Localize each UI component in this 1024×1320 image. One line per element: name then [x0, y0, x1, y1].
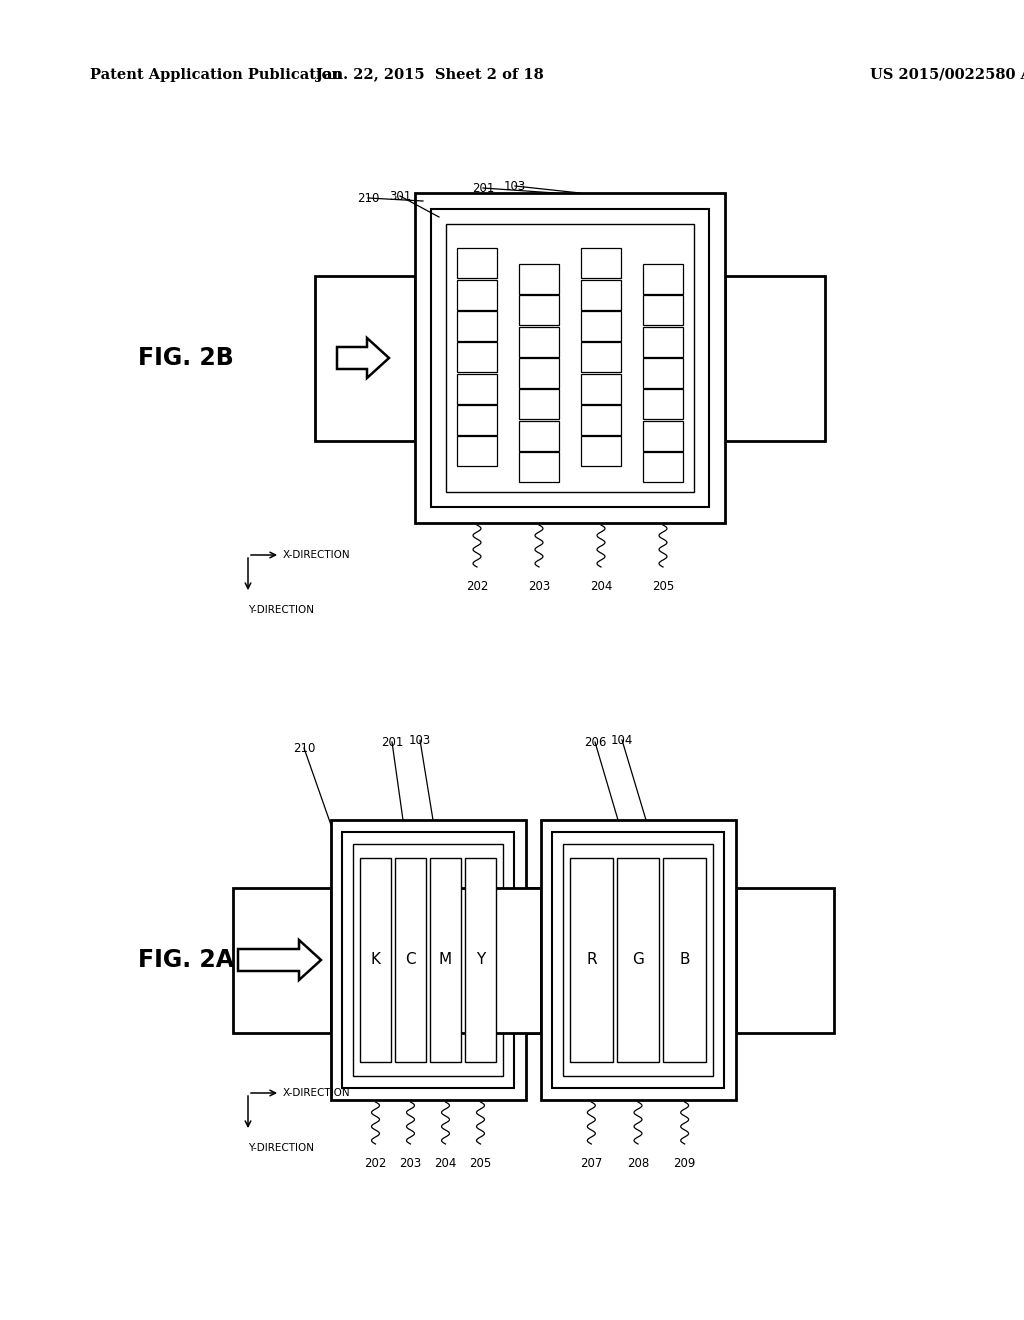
Bar [395, 858, 426, 1063]
Text: 209: 209 [674, 1158, 696, 1170]
FancyArrow shape [238, 940, 321, 979]
Bar [541, 820, 736, 1100]
Text: G: G [632, 953, 644, 968]
Text: FIG. 2A: FIG. 2A [138, 948, 234, 972]
Text: K: K [371, 953, 381, 968]
Text: 207: 207 [581, 1158, 602, 1170]
Bar [353, 843, 503, 1076]
Bar [581, 405, 621, 436]
Text: Y: Y [476, 953, 485, 968]
Text: Patent Application Publication: Patent Application Publication [90, 69, 342, 82]
Text: 202: 202 [466, 579, 488, 593]
Bar [581, 374, 621, 404]
Text: 204: 204 [590, 579, 612, 593]
Bar [643, 296, 683, 325]
Bar [457, 312, 497, 341]
Bar [519, 389, 559, 420]
Bar [457, 405, 497, 436]
Text: Jan. 22, 2015  Sheet 2 of 18: Jan. 22, 2015 Sheet 2 of 18 [316, 69, 544, 82]
Text: US 2015/0022580 A1: US 2015/0022580 A1 [870, 69, 1024, 82]
Text: FIG. 2B: FIG. 2B [138, 346, 233, 370]
Text: Y-DIRECTION: Y-DIRECTION [248, 605, 314, 615]
Text: M: M [439, 953, 452, 968]
FancyArrow shape [337, 338, 389, 378]
Bar [519, 264, 559, 294]
Bar [643, 453, 683, 482]
Bar [431, 209, 709, 507]
Bar [415, 193, 725, 523]
Bar [457, 280, 497, 309]
Bar [643, 421, 683, 451]
Text: C: C [406, 953, 416, 968]
Text: 204: 204 [434, 1158, 457, 1170]
Bar [526, 888, 624, 1034]
Text: R: R [586, 953, 597, 968]
Bar [581, 280, 621, 309]
Bar [457, 374, 497, 404]
Bar [643, 389, 683, 420]
Text: 103: 103 [504, 180, 526, 193]
Text: X-DIRECTION: X-DIRECTION [283, 550, 350, 560]
Text: 103: 103 [409, 734, 431, 747]
Bar [563, 843, 713, 1076]
Bar [519, 453, 559, 482]
Text: 201: 201 [472, 181, 495, 194]
Bar [457, 248, 497, 279]
Bar [446, 224, 694, 492]
Text: Y-DIRECTION: Y-DIRECTION [248, 1143, 314, 1152]
Bar [570, 858, 612, 1063]
Bar [430, 858, 461, 1063]
Bar [519, 296, 559, 325]
Bar [643, 264, 683, 294]
Bar [519, 326, 559, 356]
Bar [457, 437, 497, 466]
Bar [643, 326, 683, 356]
Text: 104: 104 [610, 734, 633, 747]
Bar [581, 312, 621, 341]
Text: 201: 201 [381, 735, 403, 748]
Bar [616, 858, 659, 1063]
Text: 205: 205 [652, 579, 674, 593]
Text: 203: 203 [399, 1158, 422, 1170]
Bar [725, 276, 825, 441]
Text: B: B [679, 953, 690, 968]
Bar [643, 358, 683, 388]
Text: 202: 202 [365, 1158, 387, 1170]
Text: 203: 203 [528, 579, 550, 593]
Bar [581, 437, 621, 466]
Text: 208: 208 [627, 1158, 649, 1170]
Text: 206: 206 [584, 735, 606, 748]
Text: 210: 210 [356, 191, 379, 205]
Bar [736, 888, 834, 1034]
Bar [519, 421, 559, 451]
Bar [581, 248, 621, 279]
Bar [465, 858, 496, 1063]
Bar [342, 832, 514, 1088]
Bar [457, 342, 497, 372]
Bar [581, 342, 621, 372]
Bar [233, 888, 331, 1034]
Bar [331, 820, 526, 1100]
Bar [552, 832, 724, 1088]
Bar [315, 276, 415, 441]
Bar [443, 888, 541, 1034]
Bar [519, 358, 559, 388]
Text: 205: 205 [469, 1158, 492, 1170]
Bar [664, 858, 706, 1063]
Text: 301: 301 [389, 190, 411, 202]
Bar [360, 858, 391, 1063]
Text: X-DIRECTION: X-DIRECTION [283, 1088, 350, 1098]
Text: 210: 210 [293, 742, 315, 755]
